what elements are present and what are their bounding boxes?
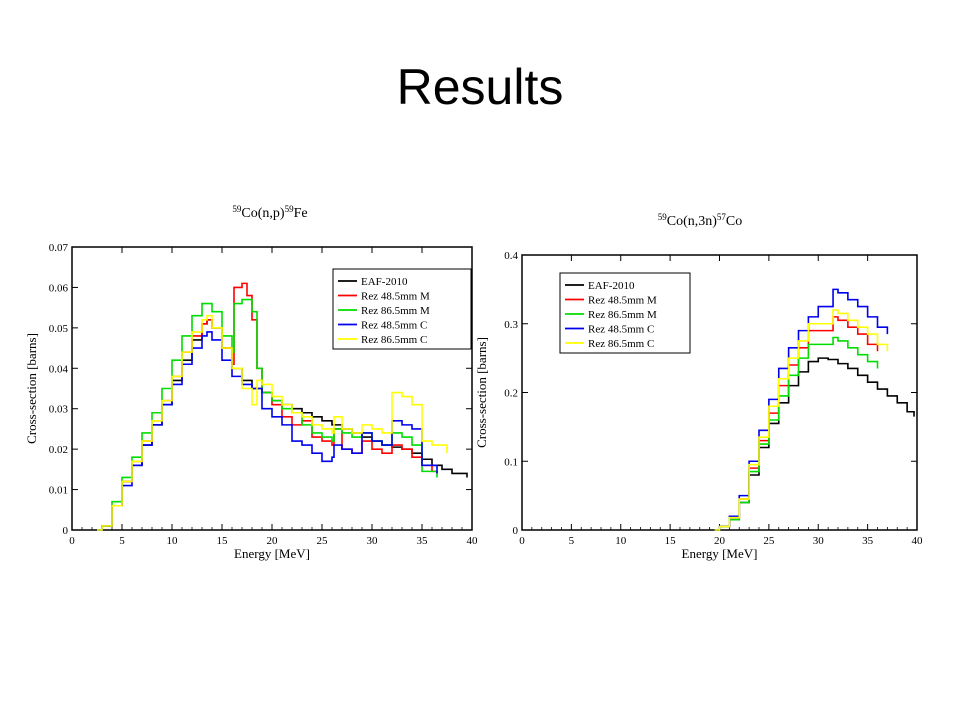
y-tick-label: 0.07: [49, 242, 69, 254]
x-tick-label: 30: [367, 535, 379, 547]
chart-title-product: Co: [726, 214, 742, 229]
y-tick-label: 0.04: [49, 363, 69, 375]
y-tick-label: 0.03: [49, 404, 69, 416]
y-tick-label: 0.02: [49, 444, 68, 456]
x-tick-label: 15: [665, 535, 677, 547]
legend-label: Rez 48.5mm M: [588, 295, 657, 307]
y-axis-label: Cross-section [barns]: [24, 333, 39, 444]
chart-title-target: Co(n,p): [241, 206, 285, 221]
y-tick-label: 0: [513, 525, 519, 537]
x-tick-label: 5: [119, 535, 125, 547]
y-tick-label: 0.1: [504, 456, 518, 468]
x-tick-label: 35: [417, 535, 429, 547]
legend-label: Rez 48.5mm C: [361, 320, 427, 332]
legend-label: Rez 48.5mm C: [588, 324, 654, 336]
y-tick-label: 0.4: [504, 250, 518, 262]
series-line-4: [97, 314, 448, 531]
y-tick-label: 0.05: [49, 323, 69, 335]
x-tick-label: 0: [519, 535, 525, 547]
series-line-0: [714, 357, 915, 531]
x-tick-label: 10: [615, 535, 627, 547]
series-line-4: [714, 309, 889, 531]
chart-title-product: Fe: [294, 206, 308, 221]
chart-title-mass2: 59: [285, 204, 295, 214]
x-tick-label: 10: [167, 535, 179, 547]
series-line-3: [714, 288, 889, 531]
x-axis-label: Energy [MeV]: [234, 546, 310, 561]
chart-title-target: Co(n,3n): [667, 214, 718, 229]
series-line-3: [97, 331, 438, 531]
chart-title-mass1: 59: [658, 212, 668, 222]
legend-label: Rez 86.5mm C: [361, 334, 427, 346]
x-tick-label: 25: [763, 535, 775, 547]
x-tick-label: 30: [813, 535, 825, 547]
y-tick-label: 0.06: [49, 282, 69, 294]
legend-label: EAF-2010: [588, 280, 635, 292]
y-tick-label: 0: [63, 525, 69, 537]
x-tick-label: 5: [569, 535, 575, 547]
x-tick-label: 15: [217, 535, 229, 547]
chart-title-mass1: 59: [232, 204, 242, 214]
legend-label: Rez 48.5mm M: [361, 291, 430, 303]
x-tick-label: 0: [69, 535, 75, 547]
slide-title: Results: [396, 59, 564, 115]
x-tick-label: 40: [912, 535, 924, 547]
legend-label: Rez 86.5mm M: [588, 309, 657, 321]
chart-co-n3n-co: 59Co(n,3n)57Co 0 5 10 15 20 25 30 35 40 0 0.1 0.2 0.3…: [474, 212, 924, 561]
legend-label: Rez 86.5mm M: [361, 305, 430, 317]
y-axis-label: Cross-section [barns]: [474, 337, 489, 448]
legend-label: EAF-2010: [361, 276, 408, 288]
legend-box: [559, 272, 691, 354]
legend-box: [332, 268, 472, 350]
y-tick-label: 0.2: [504, 388, 518, 400]
chart-title: 59Co(n,p)59Fe: [232, 204, 307, 221]
x-axis-label: Energy [MeV]: [682, 546, 758, 561]
y-tick-label: 0.01: [49, 485, 68, 497]
x-tick-label: 40: [467, 535, 479, 547]
legend-label: Rez 86.5mm C: [588, 338, 654, 350]
x-tick-label: 20: [267, 535, 279, 547]
y-tick-label: 0.3: [504, 319, 518, 331]
x-tick-label: 35: [862, 535, 874, 547]
chart-title-mass2: 57: [717, 212, 727, 222]
x-tick-label: 25: [317, 535, 329, 547]
chart-title: 59Co(n,3n)57Co: [658, 212, 743, 229]
x-tick-label: 20: [714, 535, 726, 547]
